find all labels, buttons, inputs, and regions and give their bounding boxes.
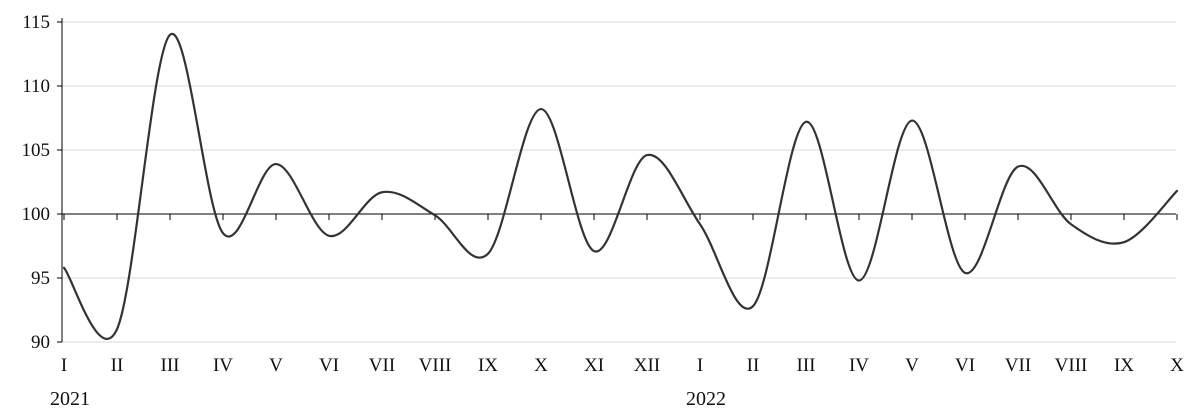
data-point — [751, 304, 755, 308]
data-point — [486, 252, 490, 256]
data-point — [857, 279, 861, 283]
data-point — [433, 213, 437, 217]
x-tick-label: IV — [213, 355, 233, 376]
data-point — [910, 119, 914, 123]
data-point — [592, 249, 596, 253]
x-tick-label: I — [61, 355, 67, 376]
x-tick-label: X — [1170, 355, 1184, 376]
data-point — [1016, 165, 1020, 169]
data-point — [1122, 240, 1126, 244]
data-point — [62, 266, 66, 270]
x-tick-label: VIII — [1055, 355, 1088, 376]
y-tick-label: 100 — [22, 204, 51, 225]
y-tick-label: 115 — [22, 12, 50, 33]
y-tick-label: 110 — [22, 76, 50, 97]
x-tick-label: IX — [1114, 355, 1134, 376]
series-line-0 — [62, 33, 1179, 340]
series-layer — [62, 33, 1179, 340]
year-label: 2022 — [686, 388, 726, 410]
x-tick-label: X — [534, 355, 548, 376]
x-tick-label: I — [697, 355, 703, 376]
x-tick-label: III — [161, 355, 180, 376]
data-point — [963, 271, 967, 275]
x-tick-label: III — [797, 355, 816, 376]
x-tick-label: V — [905, 355, 919, 376]
data-point — [221, 231, 225, 235]
data-point — [115, 327, 119, 331]
data-point — [1175, 189, 1179, 193]
x-tick-label: VIII — [419, 355, 452, 376]
x-tick-label: XII — [634, 355, 660, 376]
y-tick-label: 95 — [31, 268, 50, 289]
data-point — [539, 107, 543, 111]
grid-layer — [62, 21, 1176, 343]
data-point — [380, 190, 384, 194]
x-tick-label: IX — [478, 355, 498, 376]
x-tick-label: VI — [319, 355, 339, 376]
y-tick-label: 90 — [31, 332, 50, 353]
data-point — [1069, 222, 1073, 226]
x-tick-label: XI — [584, 355, 604, 376]
data-point — [168, 33, 172, 37]
data-point — [274, 162, 278, 166]
x-tick-label: VII — [369, 355, 395, 376]
data-point — [645, 153, 649, 157]
x-tick-label: II — [747, 355, 760, 376]
data-point — [327, 234, 331, 238]
x-tick-label: IV — [849, 355, 869, 376]
x-tick-label: VI — [955, 355, 975, 376]
x-tick-label: VII — [1005, 355, 1031, 376]
y-tick-label: 105 — [22, 140, 51, 161]
x-tick-label: II — [111, 355, 124, 376]
year-label: 2021 — [50, 388, 90, 410]
data-point — [698, 222, 702, 226]
x-tick-label: V — [269, 355, 283, 376]
data-point — [804, 120, 808, 124]
